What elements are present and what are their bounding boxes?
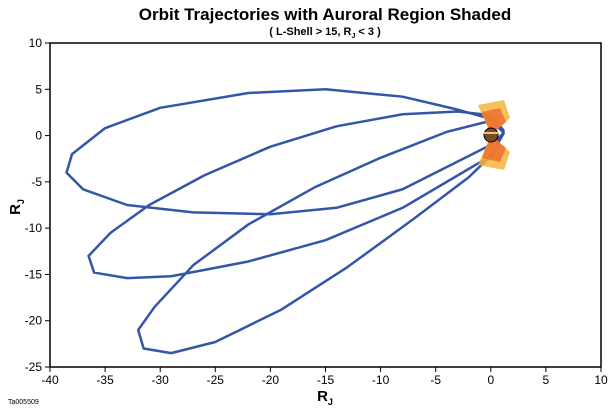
x-label-subscript: J [328,397,333,407]
aurora-north-core [482,108,506,135]
chart-title: Orbit Trajectories with Auroral Region S… [139,5,512,24]
x-tick-label: -40 [41,373,59,387]
y-tick-label: -25 [25,360,43,374]
subtitle-part: ( L-Shell > 15, R [269,26,351,38]
x-tick-label: -20 [262,373,280,387]
aurora-south-core [482,135,506,162]
x-tick-label: -10 [372,373,390,387]
x-axis-label: RJ [317,388,333,407]
x-tick-label: 10 [594,373,608,387]
x-tick-label: -25 [207,373,225,387]
y-tick-label: -10 [25,221,43,235]
y-axis-label: RJ [7,199,26,215]
orbit-line [87,110,506,280]
chart-subtitle: ( L-Shell > 15, RJ < 3 ) [269,26,381,40]
auroral-region [478,100,510,170]
y-label-subscript: J [16,199,26,204]
x-label-text: R [317,388,328,405]
x-tick-label: -30 [152,373,170,387]
y-tick-label: -5 [31,175,42,189]
y-tick-label: -20 [25,314,43,328]
x-tick-label: 5 [543,373,550,387]
x-tick-label: -5 [430,373,441,387]
orbit-line [65,88,505,216]
x-tick-label: -15 [317,373,335,387]
subtitle-subscript: J [351,33,355,40]
jupiter [483,127,499,143]
y-tick-label: 0 [35,129,42,143]
y-tick-label: -15 [25,267,43,281]
subtitle-part: < 3 ) [355,26,381,38]
y-tick-label: 5 [35,82,42,96]
y-tick-label: 10 [29,36,43,50]
footnote: Ta005509 [8,399,39,406]
x-tick-label: 0 [487,373,494,387]
x-tick-label: -35 [96,373,114,387]
y-label-text: R [7,204,24,215]
jupiter-band [484,132,498,134]
orbit-line [136,119,506,355]
